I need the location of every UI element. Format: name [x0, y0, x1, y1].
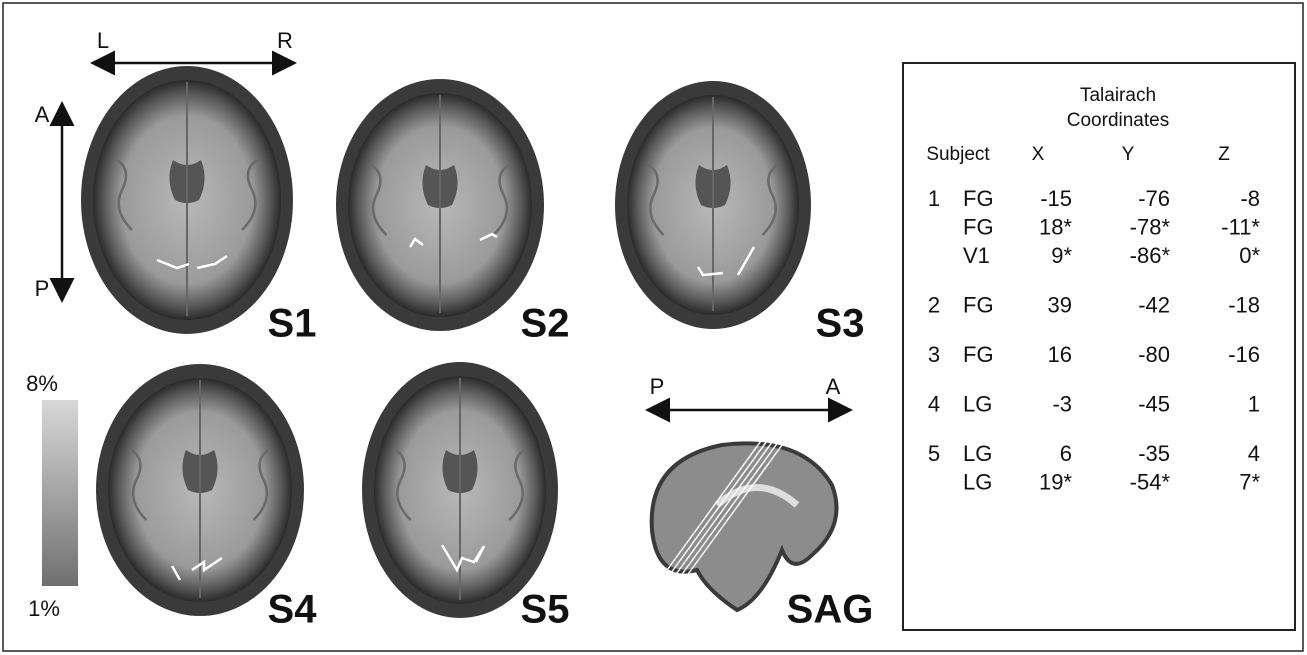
table-title: Coordinates — [1067, 110, 1169, 131]
panel-label: S1 — [268, 302, 317, 346]
coord-z: 1 — [1248, 391, 1260, 416]
coord-y: -76 — [1138, 186, 1170, 211]
coord-y: -42 — [1138, 292, 1170, 317]
figure: L R A P 8% 1% P A Talairach Coordinates … — [0, 0, 1307, 655]
coord-z: 7* — [1239, 469, 1260, 494]
panel-label: S5 — [521, 588, 570, 632]
region: FG — [963, 292, 994, 317]
coord-y: -86* — [1130, 243, 1171, 268]
brain-slice — [336, 79, 544, 331]
coord-x: 16 — [1048, 342, 1072, 367]
coord-z: -16 — [1228, 342, 1260, 367]
panel-label: S2 — [521, 302, 570, 346]
table-header: Z — [1218, 144, 1230, 165]
table-header: X — [1032, 144, 1045, 165]
brain-slice — [615, 81, 811, 329]
brain-images — [81, 66, 837, 618]
coord-z: -11* — [1221, 214, 1260, 239]
left-label: L — [97, 28, 109, 53]
coord-z: -18 — [1228, 292, 1260, 317]
coord-y: -35 — [1138, 441, 1170, 466]
subject-number: 4 — [928, 391, 940, 416]
colorbar-max: 8% — [26, 371, 58, 396]
brain-slice — [96, 364, 304, 616]
brain-slice — [362, 362, 558, 618]
region: V1 — [963, 243, 990, 268]
coord-x: -3 — [1052, 391, 1072, 416]
region: FG — [963, 186, 994, 211]
region: FG — [963, 214, 994, 239]
coord-x: 18* — [1039, 214, 1072, 239]
sag-posterior-label: P — [650, 374, 665, 399]
table-rows: 1 FG -15 -76 -8 FG 18* -78* -11* V1 9* -86* 0* 2 FG 39 -… — [928, 186, 1261, 495]
subject-number: 2 — [928, 292, 940, 317]
coord-x: 6 — [1060, 441, 1072, 466]
coord-y: -80 — [1138, 342, 1170, 367]
coord-z: 0* — [1239, 243, 1260, 268]
coord-y: -78* — [1130, 214, 1171, 239]
subject-number: 5 — [928, 441, 940, 466]
region: LG — [963, 391, 992, 416]
coord-x: 9* — [1051, 243, 1072, 268]
sagittal-slice — [652, 412, 837, 610]
panel-label: S3 — [816, 302, 865, 346]
coord-x: 19* — [1039, 469, 1072, 494]
anterior-label: A — [35, 102, 50, 127]
table-header: Y — [1122, 144, 1135, 165]
coord-x: -15 — [1040, 186, 1072, 211]
colorbar-min: 1% — [28, 596, 60, 621]
panel-label: S4 — [268, 588, 318, 632]
coord-x: 39 — [1048, 292, 1072, 317]
posterior-label: P — [35, 276, 50, 301]
region: FG — [963, 342, 994, 367]
coord-y: -54* — [1130, 469, 1171, 494]
table-title: Talairach — [1080, 85, 1156, 106]
colorbar — [42, 400, 78, 586]
coord-z: 4 — [1248, 441, 1260, 466]
coord-z: -8 — [1240, 186, 1260, 211]
subject-number: 1 — [928, 186, 940, 211]
region: LG — [963, 469, 992, 494]
panel-label: SAG — [787, 588, 874, 632]
region: LG — [963, 441, 992, 466]
sag-anterior-label: A — [826, 374, 841, 399]
subject-number: 3 — [928, 342, 940, 367]
coord-y: -45 — [1138, 391, 1170, 416]
brain-slice — [81, 66, 293, 334]
table-header: Subject — [926, 144, 990, 165]
right-label: R — [277, 28, 293, 53]
